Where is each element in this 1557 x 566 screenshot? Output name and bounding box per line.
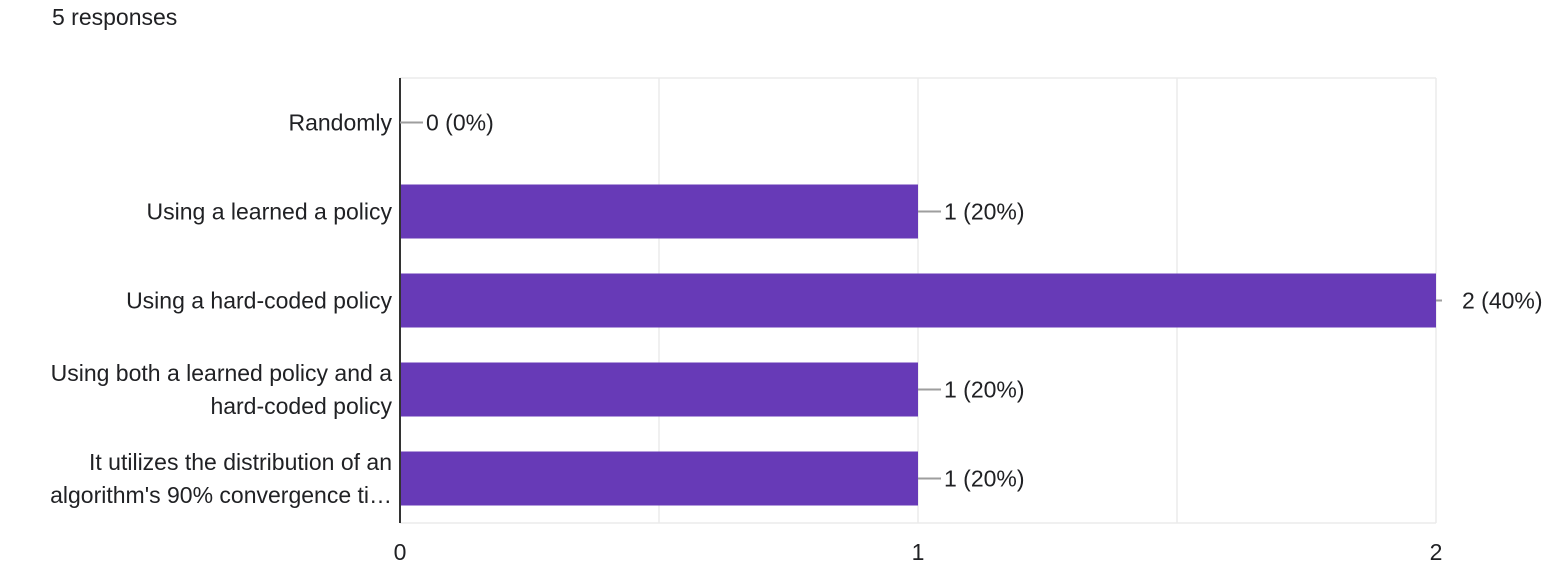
category-label: Using both a learned policy and a [51, 360, 393, 386]
x-tick-label: 0 [394, 539, 407, 565]
bar [400, 362, 918, 417]
x-tick-label: 1 [912, 539, 925, 565]
x-tick-label: 2 [1430, 539, 1443, 565]
axes: 0 1 2 [394, 78, 1443, 565]
category-label: hard-coded policy [210, 393, 392, 419]
value-label: 1 (20%) [944, 466, 1025, 492]
labels: 0 (0%) Randomly 1 (20%) Using a learned a p… [50, 110, 1542, 509]
category-label: algorithm's 90% convergence ti… [50, 482, 392, 508]
category-label: It utilizes the distribution of an [89, 449, 392, 475]
category-label: Using a learned a policy [147, 199, 393, 225]
bar [400, 451, 918, 506]
responses-count: 5 responses [52, 4, 178, 30]
bar [400, 184, 918, 239]
category-label: Using a hard-coded policy [126, 288, 392, 314]
value-label: 2 (40%) [1462, 288, 1543, 314]
value-label: 1 (20%) [944, 377, 1025, 403]
value-label: 1 (20%) [944, 199, 1025, 225]
category-label: Randomly [288, 110, 392, 136]
bar [400, 273, 1436, 328]
value-label: 0 (0%) [426, 110, 494, 136]
bars [400, 184, 1436, 506]
